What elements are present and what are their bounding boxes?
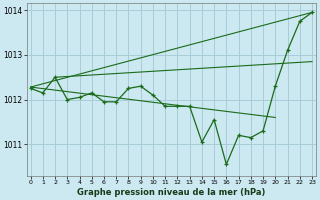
X-axis label: Graphe pression niveau de la mer (hPa): Graphe pression niveau de la mer (hPa) (77, 188, 266, 197)
